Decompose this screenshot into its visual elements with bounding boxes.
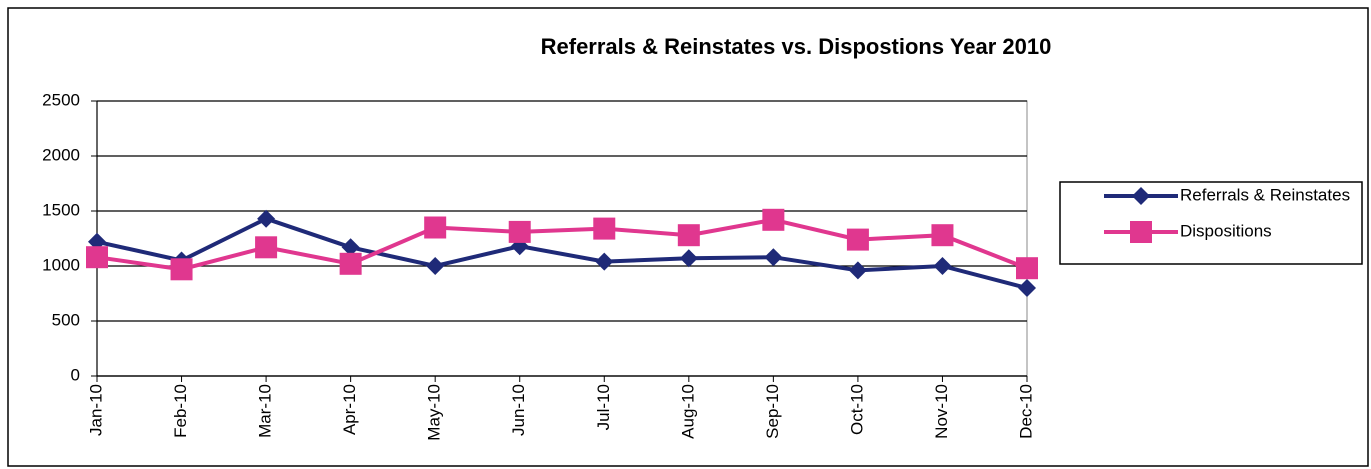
- marker: [1132, 187, 1150, 205]
- marker: [424, 216, 447, 239]
- marker: [86, 246, 108, 269]
- marker: [339, 252, 362, 275]
- marker: [341, 238, 360, 257]
- y-tick-label: 0: [71, 365, 80, 384]
- legend-label: Referrals & Reinstates: [1180, 185, 1350, 204]
- x-tick-label: Apr-10: [340, 384, 359, 435]
- x-tick-label: Jul-10: [594, 384, 613, 430]
- marker: [593, 217, 616, 240]
- marker: [1130, 221, 1152, 243]
- marker: [677, 224, 700, 247]
- legend-label: Dispositions: [1180, 221, 1272, 240]
- x-tick-label: Nov-10: [932, 384, 951, 439]
- marker: [762, 208, 785, 231]
- marker: [848, 261, 867, 280]
- marker: [846, 228, 869, 251]
- y-tick-label: 1000: [42, 255, 80, 274]
- y-tick-label: 500: [52, 310, 80, 329]
- x-tick-label: Feb-10: [171, 384, 190, 438]
- x-tick-label: May-10: [425, 384, 444, 441]
- marker: [426, 257, 445, 275]
- series-line: [96, 217, 1028, 272]
- marker: [1016, 257, 1038, 280]
- marker: [170, 258, 193, 281]
- marker: [679, 249, 698, 268]
- marker: [595, 252, 614, 271]
- chart-title: Referrals & Reinstates vs. Dispostions Y…: [541, 34, 1052, 59]
- x-tick-label: Oct-10: [847, 384, 866, 435]
- marker: [255, 236, 278, 259]
- x-tick-label: Dec-10: [1016, 384, 1035, 439]
- x-tick-label: Jun-10: [509, 384, 528, 436]
- marker: [933, 257, 952, 275]
- x-tick-label: Jan-10: [86, 384, 105, 436]
- y-tick-label: 1500: [42, 200, 80, 219]
- marker: [931, 224, 954, 247]
- series-line: [96, 216, 1028, 290]
- x-tick-label: Aug-10: [678, 384, 697, 439]
- x-tick-label: Sep-10: [763, 384, 782, 439]
- marker: [764, 248, 783, 267]
- y-tick-label: 2000: [42, 145, 80, 164]
- marker: [257, 209, 276, 228]
- x-tick-label: Mar-10: [256, 384, 275, 438]
- marker: [508, 220, 531, 243]
- marker: [1018, 279, 1036, 297]
- y-tick-label: 2500: [42, 90, 80, 109]
